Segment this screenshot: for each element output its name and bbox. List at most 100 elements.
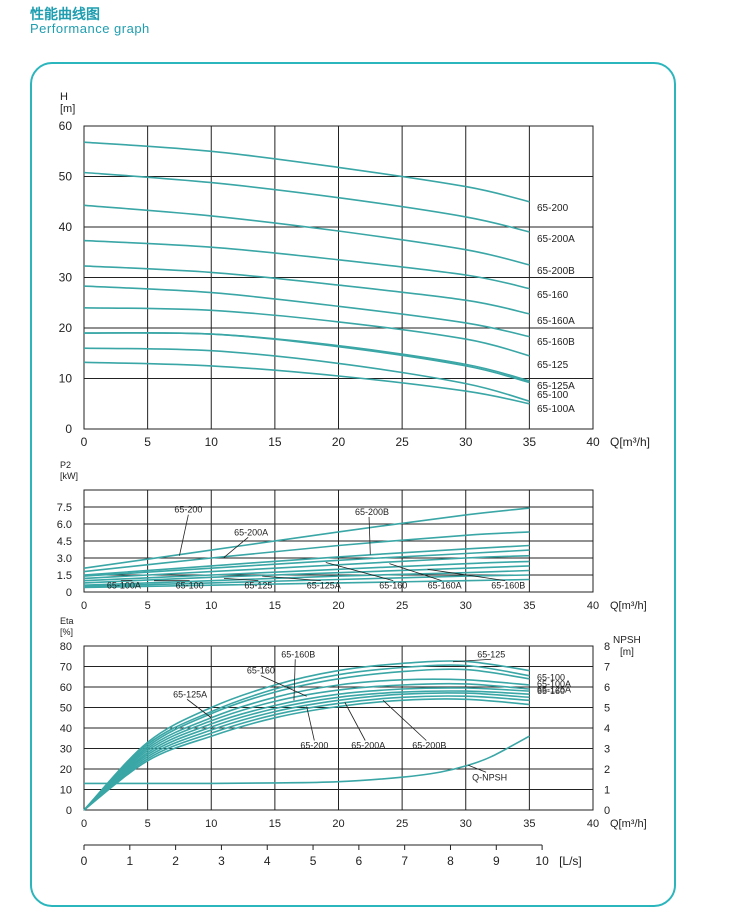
annotation-label: 65-160B (491, 581, 525, 591)
series-label: 65-125A (537, 685, 571, 695)
annotation-label: 65-200 (300, 741, 328, 751)
curve-65-200 (83, 692, 530, 811)
x2-tick-label: 3 (218, 854, 225, 868)
y2-axis-unit: [m] (620, 647, 634, 658)
curve-65-125 (83, 565, 530, 584)
x-tick-label: 35 (523, 435, 537, 449)
annotation-label: 65-200 (174, 505, 202, 515)
annotation-label: 65-125A (173, 689, 207, 699)
y-axis-unit: [%] (60, 627, 73, 637)
plot-border (83, 645, 594, 811)
y2-tick-label: 8 (604, 641, 610, 653)
y-tick-label: 70 (60, 662, 72, 674)
x2-tick-label: 10 (535, 854, 549, 868)
y-tick-label: 60 (59, 119, 73, 133)
x-tick-label: 40 (586, 435, 600, 449)
x2-tick-label: 7 (401, 854, 408, 868)
annotation-leader (344, 702, 366, 741)
curve-65-100 (83, 331, 530, 384)
curve-65-100 (83, 664, 530, 811)
curve-65-125A (83, 332, 530, 382)
annotation-label: 65-125 (244, 581, 272, 591)
x2-tick-label: 0 (81, 854, 88, 868)
y-tick-label: 20 (59, 321, 73, 335)
curve-65-160B (83, 285, 530, 338)
annotation-leader (389, 563, 442, 581)
curve-65-160A (83, 554, 530, 580)
curve-65-125 (83, 307, 530, 357)
annotation-label: Q-NPSH (472, 772, 507, 782)
curve-65-160B (83, 560, 530, 582)
x2-tick-label: 4 (264, 854, 271, 868)
curve-65-125A (83, 678, 530, 811)
plot-border (83, 125, 594, 430)
x-tick-label: 5 (144, 435, 151, 449)
x-tick-label: 30 (460, 818, 472, 830)
x2-tick-label: 1 (126, 854, 133, 868)
y-tick-label: 50 (59, 170, 73, 184)
annotation-label: 65-125 (477, 649, 505, 659)
y-tick-label: 20 (60, 764, 72, 776)
x-tick-label: 30 (459, 435, 473, 449)
x-tick-label: 10 (205, 435, 219, 449)
x-tick-label: 15 (269, 600, 281, 612)
curve-65-200B (83, 544, 530, 576)
series-label: 65-100A (537, 404, 575, 415)
annotation-label: 65-100 (176, 581, 204, 591)
annotation-leader (325, 562, 394, 581)
y-tick-label: 30 (59, 271, 73, 285)
y2-tick-label: 2 (604, 764, 610, 776)
x-tick-label: 15 (269, 818, 281, 830)
curve-unnamed (83, 361, 530, 405)
annotation-label: 65-160A (428, 581, 462, 591)
series-label: 65-100A (537, 679, 571, 689)
annotation-leader (260, 675, 307, 697)
annotation-label: 65-200A (234, 527, 268, 537)
y-tick-label: 4.5 (57, 536, 72, 548)
x-tick-label: 35 (523, 818, 535, 830)
y-tick-label: 7.5 (57, 502, 72, 514)
annotation-leader (179, 514, 189, 556)
series-label: 65-160 (537, 290, 569, 301)
annotation-label: 65-200A (351, 741, 385, 751)
x-tick-label: 0 (81, 600, 87, 612)
y-tick-label: 80 (60, 641, 72, 653)
x-tick-label: 25 (395, 435, 409, 449)
annotation-leader (427, 568, 506, 581)
curve-65-160 (83, 682, 530, 811)
y-tick-label: 40 (60, 723, 72, 735)
curve-65-100A (83, 668, 530, 811)
annotation-leader (223, 578, 259, 581)
y-axis-label: P2 (60, 460, 71, 470)
annotation-leader (368, 516, 371, 555)
x2-tick-label: 5 (310, 854, 317, 868)
curve-65-200A (83, 531, 530, 573)
y2-tick-label: 4 (604, 723, 610, 735)
series-label: 65-125A (537, 381, 575, 392)
x-tick-label: 10 (205, 600, 217, 612)
curve-65-200A (83, 171, 530, 233)
annotation-label: 65-160 (247, 666, 275, 676)
annotation-leader (262, 575, 321, 581)
curve-Q-NPSH (83, 735, 530, 785)
curve-65-160 (83, 549, 530, 577)
x2-axis-label: [L/s] (559, 854, 582, 868)
curve-65-160A (83, 690, 530, 811)
x-tick-label: 40 (587, 818, 599, 830)
x-tick-label: 15 (268, 435, 282, 449)
annotation-label: 65-160 (379, 581, 407, 591)
curve-65-160B (83, 687, 530, 811)
curve-65-200B (83, 204, 530, 266)
y-tick-label: 1.5 (57, 570, 72, 582)
y-tick-label: 50 (60, 703, 72, 715)
x2-tick-label: 9 (493, 854, 500, 868)
x2-tick-label: 2 (172, 854, 179, 868)
y-tick-label: 0 (66, 805, 72, 817)
annotation-leader (306, 706, 315, 741)
y-tick-label: 40 (59, 220, 73, 234)
annotation-leader (468, 764, 487, 773)
page-title-en: Performance graph (30, 21, 150, 36)
x2-tick-label: 6 (356, 854, 363, 868)
y-tick-label: 6.0 (57, 519, 72, 531)
